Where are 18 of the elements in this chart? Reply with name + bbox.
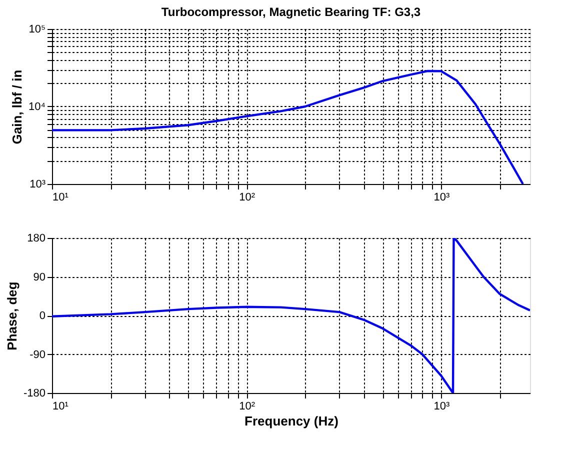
y-axis-title: Phase, deg [4,282,20,350]
y-tick-label: 10³ [30,178,46,190]
chart-title: Turbocompressor, Magnetic Bearing TF: G3,3 [161,5,421,19]
y-tick-label: 180 [27,232,46,244]
y-tick-label: -180 [23,388,46,400]
y-axis-title: Gain, lbf / in [10,70,25,144]
x-tick-label: 10² [239,192,256,204]
x-tick-label: 10³ [434,400,450,412]
y-tick-label: 10⁵ [28,24,46,36]
x-tick-label: 10³ [434,192,450,204]
y-tick-label: 0 [39,310,46,322]
y-tick-label: 10⁴ [28,101,46,113]
x-tick-label: 10¹ [52,192,69,204]
x-tick-label: 10² [239,400,256,412]
x-tick-label: 10¹ [52,400,69,412]
x-axis-title: Frequency (Hz) [244,414,338,428]
y-tick-label: 90 [33,271,46,284]
y-tick-label: -90 [30,348,46,361]
